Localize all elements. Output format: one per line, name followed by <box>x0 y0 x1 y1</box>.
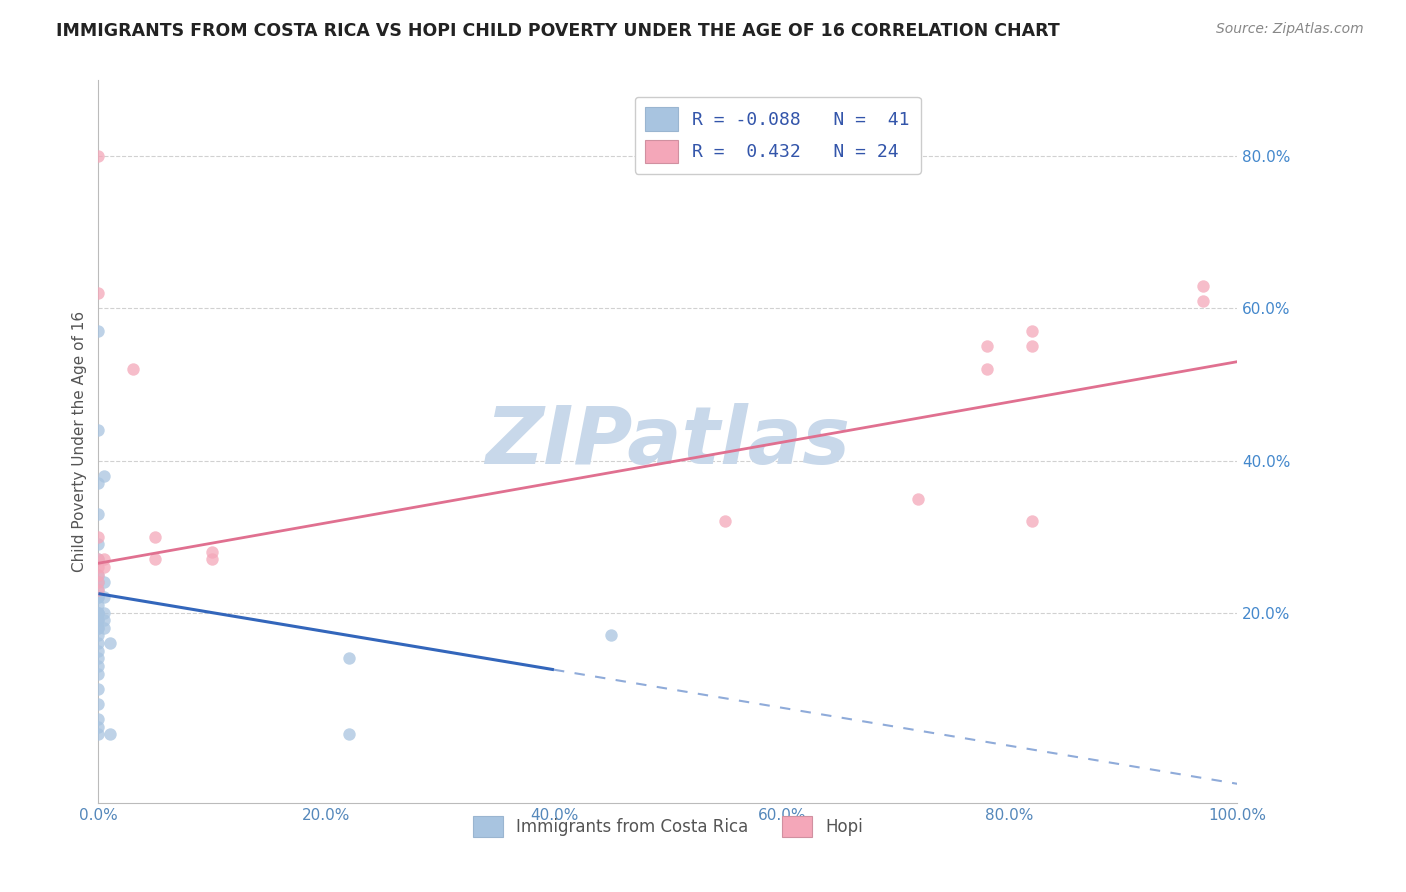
Point <box>87 720 110 734</box>
Point <box>87 613 110 627</box>
Point <box>1021 515 1043 529</box>
Point <box>87 628 110 642</box>
Point <box>1192 278 1215 293</box>
Point <box>1021 324 1043 338</box>
Point <box>337 727 360 741</box>
Point <box>87 476 110 491</box>
Point <box>1192 293 1215 308</box>
Point <box>1021 339 1043 353</box>
Point <box>87 560 110 574</box>
Point <box>976 339 998 353</box>
Text: IMMIGRANTS FROM COSTA RICA VS HOPI CHILD POVERTY UNDER THE AGE OF 16 CORRELATION: IMMIGRANTS FROM COSTA RICA VS HOPI CHILD… <box>56 22 1060 40</box>
Point <box>87 591 110 605</box>
Point <box>93 613 115 627</box>
Y-axis label: Child Poverty Under the Age of 16: Child Poverty Under the Age of 16 <box>72 311 87 572</box>
Point <box>87 621 110 635</box>
Point <box>907 491 929 506</box>
Point <box>87 324 110 338</box>
Text: Source: ZipAtlas.com: Source: ZipAtlas.com <box>1216 22 1364 37</box>
Point <box>87 606 110 620</box>
Point <box>87 591 110 605</box>
Point <box>87 712 110 726</box>
Point <box>87 643 110 657</box>
Legend: Immigrants from Costa Rica, Hopi: Immigrants from Costa Rica, Hopi <box>464 808 872 845</box>
Point <box>87 582 110 597</box>
Point <box>145 530 167 544</box>
Point <box>714 515 737 529</box>
Point <box>87 552 110 566</box>
Point <box>87 606 110 620</box>
Point <box>145 552 167 566</box>
Point <box>93 575 115 590</box>
Point <box>87 681 110 696</box>
Point <box>87 697 110 711</box>
Point <box>201 552 224 566</box>
Point <box>87 621 110 635</box>
Point <box>87 727 110 741</box>
Point <box>87 567 110 582</box>
Point <box>976 362 998 376</box>
Point <box>87 423 110 437</box>
Text: ZIPatlas: ZIPatlas <box>485 402 851 481</box>
Point <box>87 636 110 650</box>
Point <box>87 552 110 566</box>
Point <box>87 598 110 612</box>
Point <box>87 606 110 620</box>
Point <box>93 621 115 635</box>
Point <box>87 659 110 673</box>
Point <box>87 286 110 301</box>
Point <box>87 651 110 665</box>
Point <box>87 582 110 597</box>
Point <box>93 606 115 620</box>
Point <box>93 591 115 605</box>
Point <box>87 575 110 590</box>
Point <box>87 530 110 544</box>
Point <box>93 468 115 483</box>
Point <box>121 362 143 376</box>
Point <box>337 651 360 665</box>
Point <box>87 507 110 521</box>
Point <box>87 613 110 627</box>
Point <box>87 567 110 582</box>
Point <box>93 552 115 566</box>
Point <box>600 628 623 642</box>
Point <box>87 575 110 590</box>
Point <box>87 149 110 163</box>
Point <box>98 727 121 741</box>
Point <box>93 560 115 574</box>
Point <box>87 537 110 551</box>
Point <box>87 666 110 681</box>
Point <box>201 545 224 559</box>
Point <box>98 636 121 650</box>
